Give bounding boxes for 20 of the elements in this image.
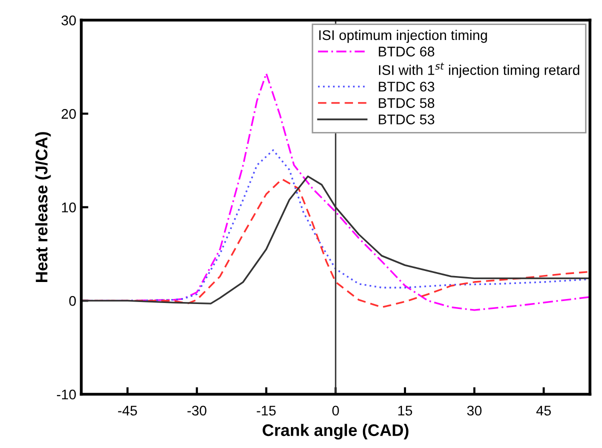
y-tick-label: 10: [62, 202, 76, 212]
legend-label: BTDC 68: [378, 46, 434, 57]
x-tick-label: 30: [467, 406, 482, 416]
x-tick-label: -45: [118, 406, 137, 416]
x-tick-label: 15: [398, 406, 412, 416]
y-tick-label: 30: [61, 15, 76, 26]
y-tick-label: 20: [62, 109, 76, 119]
y-tick-label: 0: [69, 296, 76, 306]
x-tick-label: -30: [187, 406, 206, 416]
x-axis-title: Crank angle (CAD): [262, 424, 408, 440]
legend-label: BTDC 63: [378, 82, 434, 92]
legend-label: BTDC 58: [378, 98, 434, 108]
y-tick-label: -10: [56, 390, 76, 400]
x-tick-label: -15: [256, 406, 276, 416]
legend-label: BTDC 53: [378, 114, 434, 124]
legend-title: ISI optimum injection timing: [319, 30, 487, 43]
x-tick-label: 45: [536, 406, 551, 416]
x-tick-label: 0: [332, 406, 339, 416]
annotation: ISI with 1$^{st}$ injection timing retard: [379, 62, 580, 78]
y-axis-title: Heat release (J/CA): [35, 132, 51, 282]
